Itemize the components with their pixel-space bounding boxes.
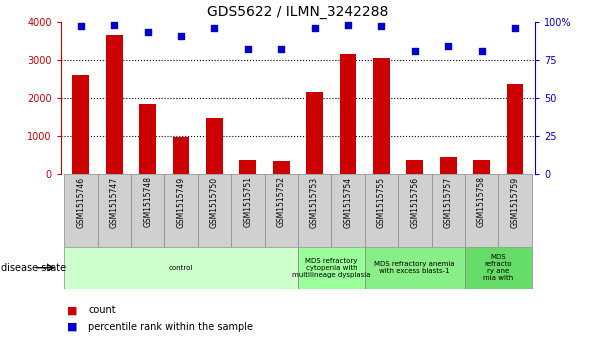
Text: GSM1515752: GSM1515752	[277, 176, 286, 227]
Point	[443, 43, 453, 49]
Bar	[432, 174, 465, 247]
Bar	[139, 105, 156, 174]
Bar	[273, 161, 289, 174]
Text: MDS refractory anemia
with excess blasts-1: MDS refractory anemia with excess blasts…	[375, 261, 455, 274]
Title: GDS5622 / ILMN_3242288: GDS5622 / ILMN_3242288	[207, 5, 389, 19]
Bar	[198, 174, 231, 247]
Text: GSM1515746: GSM1515746	[77, 176, 85, 228]
Point	[143, 29, 153, 35]
Point	[376, 24, 386, 29]
Text: disease state: disease state	[1, 263, 66, 273]
Bar	[298, 174, 331, 247]
Text: GSM1515748: GSM1515748	[143, 176, 152, 227]
Bar	[499, 174, 532, 247]
Bar	[331, 174, 365, 247]
Bar	[106, 35, 123, 174]
Bar	[306, 92, 323, 174]
Text: GSM1515756: GSM1515756	[410, 176, 420, 228]
Point	[76, 24, 86, 29]
Text: GSM1515755: GSM1515755	[377, 176, 386, 228]
Text: GSM1515757: GSM1515757	[444, 176, 453, 228]
Bar	[131, 174, 164, 247]
Bar	[64, 247, 298, 289]
Bar	[340, 54, 356, 174]
Bar	[373, 58, 390, 174]
Bar	[72, 75, 89, 174]
Text: GSM1515749: GSM1515749	[176, 176, 185, 228]
Bar	[398, 174, 432, 247]
Bar	[465, 247, 532, 289]
Point	[109, 22, 119, 28]
Point	[277, 46, 286, 52]
Bar	[231, 174, 264, 247]
Bar	[206, 118, 223, 174]
Text: GSM1515747: GSM1515747	[109, 176, 119, 228]
Bar	[365, 247, 465, 289]
Point	[477, 48, 486, 54]
Bar	[97, 174, 131, 247]
Text: MDS refractory
cytopenia with
multilineage dysplasia: MDS refractory cytopenia with multilinea…	[292, 258, 370, 278]
Point	[243, 46, 253, 52]
Bar	[164, 174, 198, 247]
Bar	[407, 160, 423, 174]
Text: MDS
refracto
ry ane
mia with: MDS refracto ry ane mia with	[483, 254, 513, 281]
Text: GSM1515754: GSM1515754	[344, 176, 353, 228]
Point	[510, 25, 520, 31]
Text: control: control	[169, 265, 193, 271]
Bar	[440, 157, 457, 174]
Bar	[465, 174, 499, 247]
Point	[343, 22, 353, 28]
Text: GSM1515753: GSM1515753	[310, 176, 319, 228]
Point	[176, 33, 186, 38]
Text: percentile rank within the sample: percentile rank within the sample	[88, 322, 253, 332]
Text: count: count	[88, 305, 116, 315]
Bar	[298, 247, 365, 289]
Point	[210, 25, 219, 31]
Text: GSM1515751: GSM1515751	[243, 176, 252, 227]
Point	[410, 48, 420, 54]
Text: GSM1515750: GSM1515750	[210, 176, 219, 228]
Bar	[240, 160, 256, 174]
Text: ■: ■	[67, 305, 81, 315]
Bar	[64, 174, 97, 247]
Bar	[506, 83, 523, 174]
Text: GSM1515758: GSM1515758	[477, 176, 486, 227]
Text: GSM1515759: GSM1515759	[511, 176, 519, 228]
Text: ■: ■	[67, 322, 81, 332]
Bar	[365, 174, 398, 247]
Bar	[473, 160, 490, 174]
Point	[309, 25, 319, 31]
Bar	[173, 137, 189, 174]
Bar	[264, 174, 298, 247]
